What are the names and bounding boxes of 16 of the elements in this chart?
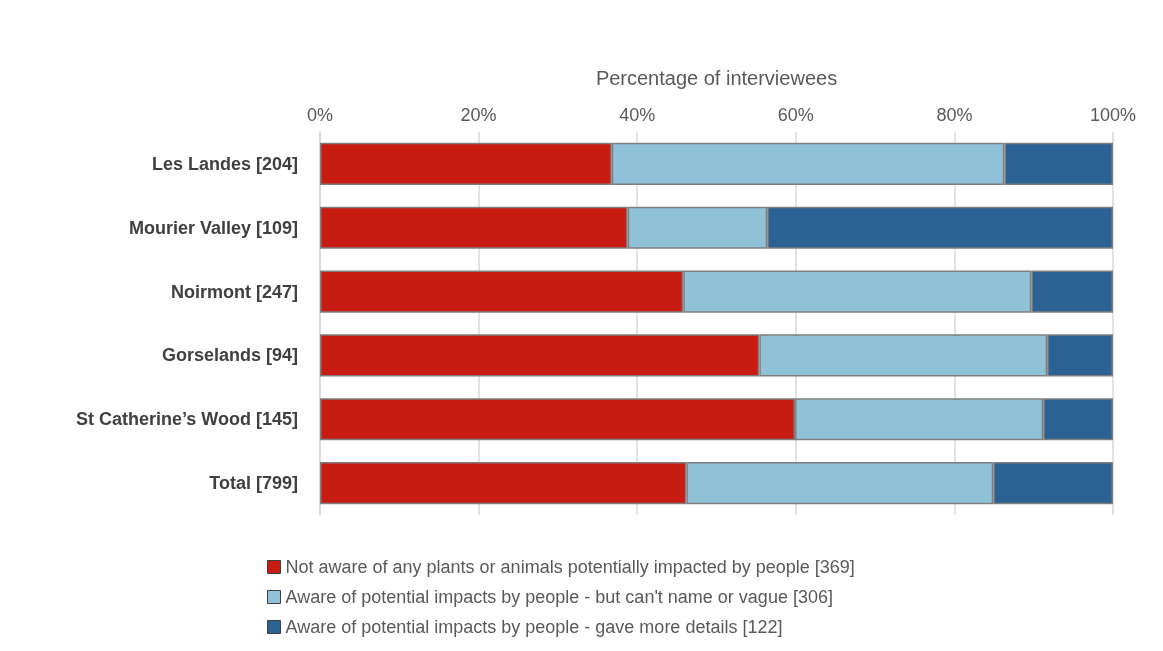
x-tick-label: 60% <box>777 105 814 125</box>
y-tick-label: Gorselands [94] <box>161 345 298 366</box>
y-tick-label: Noirmont [247] <box>170 281 298 302</box>
y-tick-label: Mourier Valley [109] <box>128 217 298 238</box>
legend-label: Aware of potential impacts by people - but can't name or vague [306] <box>285 587 833 607</box>
x-tick-label: 80% <box>936 105 973 125</box>
x-tick-label: 100% <box>1089 105 1137 125</box>
x-tick-label: 20% <box>460 105 497 125</box>
legend-label: Aware of potential impacts by people - gave more details [122] <box>285 617 783 637</box>
y-tick-label: Les Landes [204] <box>151 153 298 174</box>
x-axis-title: Percentage of interviewees <box>595 67 838 89</box>
legend-label: Not aware of any plants or animals potentially impacted by people [369] <box>285 557 855 577</box>
y-tick-label: Total [799] <box>209 473 298 494</box>
x-tick-label: 0% <box>306 105 334 125</box>
y-tick-label: St Catherine’s Wood [145] <box>75 409 298 430</box>
x-tick-label: 40% <box>619 105 656 125</box>
